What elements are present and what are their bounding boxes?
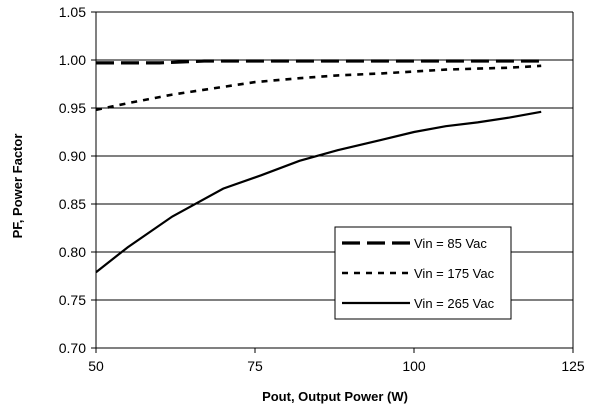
y-tick-label: 0.80	[59, 244, 86, 260]
y-tick-label: 0.75	[59, 292, 86, 308]
x-tick-label: 75	[247, 358, 263, 374]
x-tick-label: 125	[561, 358, 585, 374]
y-tick-label: 1.05	[59, 4, 86, 20]
legend: Vin = 85 Vac Vin = 175 Vac Vin = 265 Vac	[334, 226, 512, 320]
y-axis-label: PF, Power Factor	[10, 134, 25, 239]
series-line-2	[95, 64, 542, 112]
x-axis-label: Pout, Output Power (W)	[262, 389, 408, 404]
series-line-1	[96, 59, 542, 65]
legend-label-1: Vin = 85 Vac	[414, 236, 487, 251]
y-tick-label: 0.85	[59, 196, 86, 212]
y-tick-label: 0.90	[59, 148, 86, 164]
series-line-3	[95, 110, 542, 274]
y-axis-ticks: 0.70 0.75 0.80 0.85 0.90 0.95 1.00 1.05	[59, 4, 96, 356]
axes	[95, 12, 573, 349]
series-lines	[95, 59, 542, 274]
y-tick-label: 0.95	[59, 100, 86, 116]
x-tick-label: 50	[88, 358, 104, 374]
x-axis-ticks: 50 75 100 125	[88, 348, 585, 374]
y-tick-label: 1.00	[59, 52, 86, 68]
legend-label-2: Vin = 175 Vac	[414, 266, 495, 281]
y-tick-label: 0.70	[59, 340, 86, 356]
x-tick-label: 100	[402, 358, 426, 374]
legend-label-3: Vin = 265 Vac	[414, 296, 495, 311]
